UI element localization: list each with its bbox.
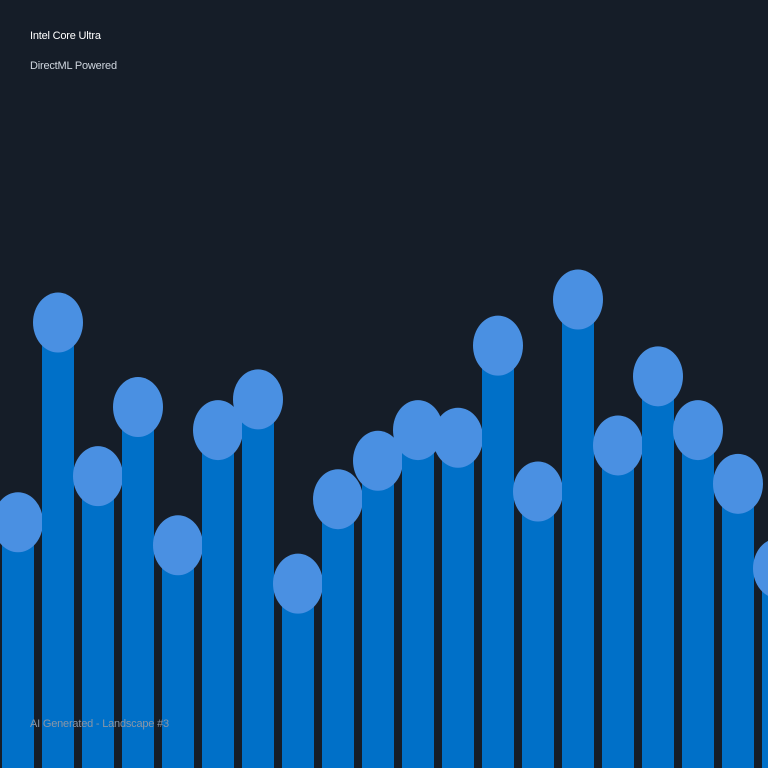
bar-cap-6 <box>193 400 243 461</box>
bar-10 <box>362 460 394 768</box>
bar-cap-10 <box>353 430 403 491</box>
bar-9 <box>322 499 354 768</box>
bar-cap-4 <box>113 377 163 438</box>
bar-cap-3 <box>73 446 123 507</box>
bar-cap-15 <box>553 269 603 330</box>
page-title: Intel Core Ultra <box>30 30 101 42</box>
bar-6 <box>202 430 234 768</box>
bar-cap-19 <box>713 453 763 514</box>
bar-cap-5 <box>153 515 203 576</box>
bar-cap-12 <box>433 407 483 468</box>
bar-cap-11 <box>393 400 443 461</box>
bar-1 <box>2 522 34 768</box>
bar-5 <box>162 545 194 768</box>
bar-cap-20 <box>753 540 768 596</box>
bar-8 <box>282 583 314 768</box>
bar-12 <box>442 437 474 768</box>
bar-cap-14 <box>513 461 563 522</box>
bar-cap-16 <box>593 415 643 476</box>
bar-20 <box>762 568 768 768</box>
bar-cap-13 <box>473 315 523 376</box>
bar-cap-1 <box>0 492 43 553</box>
bar-cap-2 <box>33 292 83 353</box>
bar-cap-9 <box>313 469 363 530</box>
bar-14 <box>522 491 554 768</box>
footer-caption: AI Generated - Landscape #3 <box>30 718 169 730</box>
bar-cap-7 <box>233 369 283 430</box>
bar-19 <box>722 483 754 768</box>
bar-15 <box>562 299 594 768</box>
bar-cap-8 <box>273 553 323 614</box>
bar-4 <box>122 407 154 768</box>
bar-7 <box>242 399 274 768</box>
bar-18 <box>682 430 714 768</box>
bar-17 <box>642 376 674 768</box>
bar-13 <box>482 345 514 768</box>
bar-cap-18 <box>673 400 723 461</box>
bar-cap-17 <box>633 346 683 407</box>
bar-16 <box>602 445 634 768</box>
bar-3 <box>82 476 114 768</box>
bar-11 <box>402 430 434 768</box>
bar-2 <box>42 322 74 768</box>
page-subtitle: DirectML Powered <box>30 60 117 72</box>
